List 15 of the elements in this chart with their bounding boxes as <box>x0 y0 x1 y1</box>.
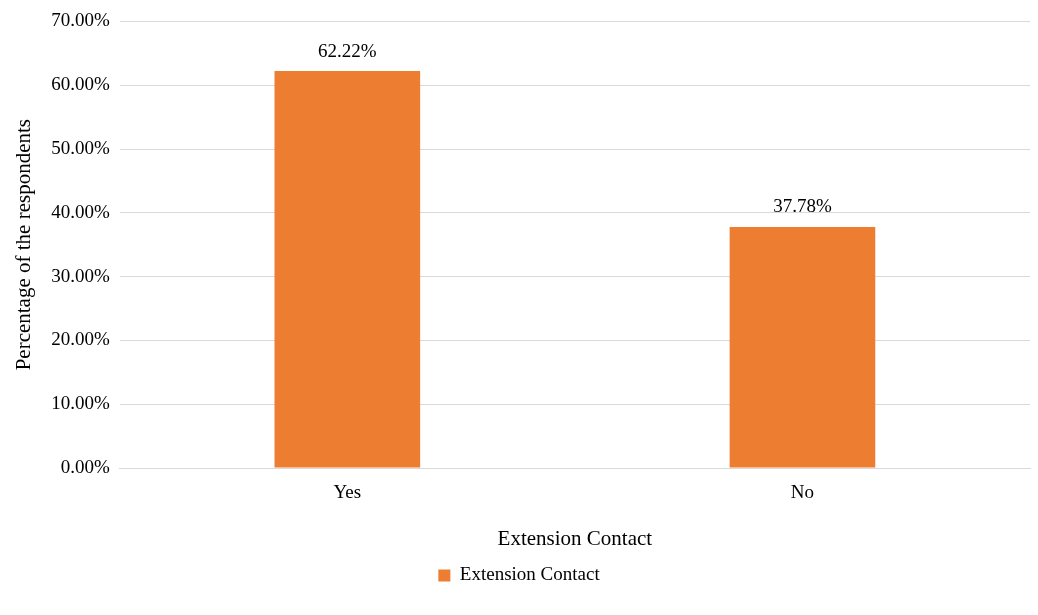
y-axis-title: Percentage of the respondents <box>11 119 36 371</box>
x-tick-label: Yes <box>333 481 362 503</box>
y-tick-label: 20.00% <box>51 328 110 350</box>
x-tick-label: No <box>790 481 815 503</box>
y-tick-label: 10.00% <box>51 392 110 414</box>
y-tick-label: 40.00% <box>51 200 110 222</box>
data-label: 37.78% <box>773 195 832 217</box>
y-tick-label: 70.00% <box>51 9 110 31</box>
legend-label: Extension Contact <box>459 563 601 585</box>
data-label: 62.22% <box>318 39 377 61</box>
y-tick-label: 50.00% <box>51 136 110 158</box>
y-tick-label: 0.00% <box>60 455 110 477</box>
y-tick-label: 30.00% <box>51 264 110 286</box>
x-axis-title: Extension Contact <box>497 525 653 550</box>
y-tick-label: 60.00% <box>51 73 110 95</box>
